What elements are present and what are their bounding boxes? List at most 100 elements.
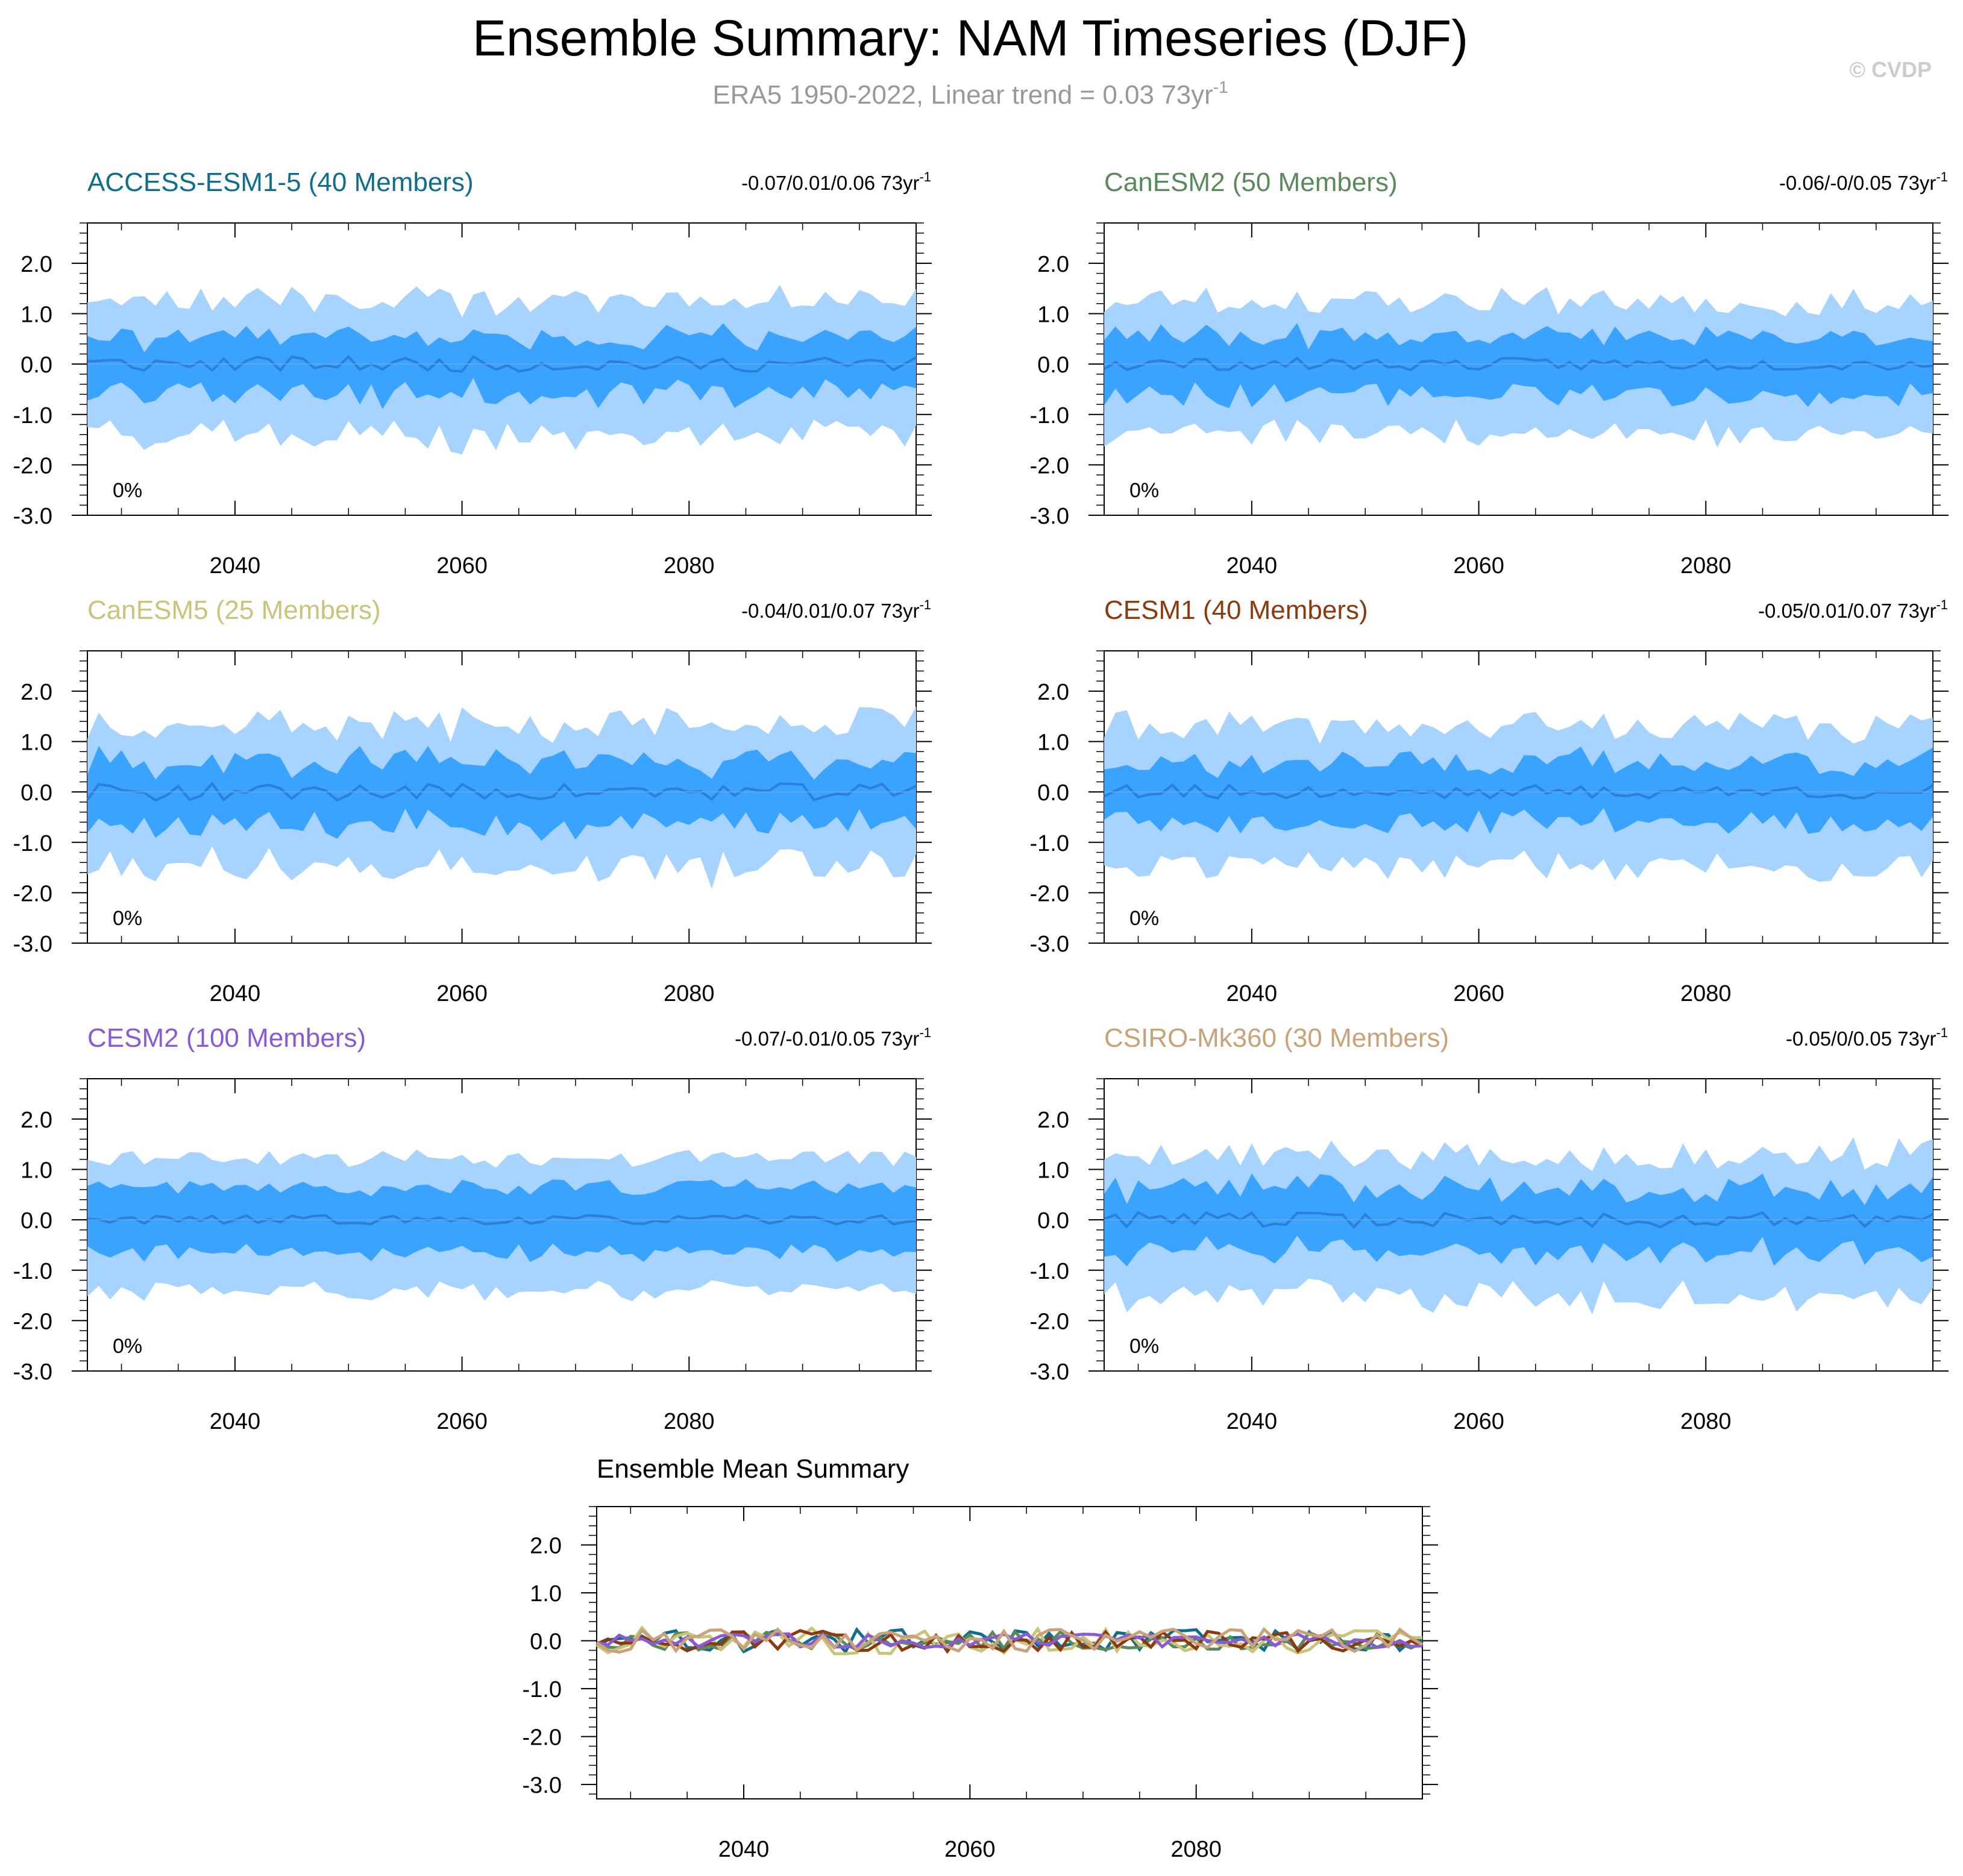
figure-title: Ensemble Summary: NAM Timeseries (DJF) [473, 10, 1468, 66]
panel-6-xtick-label: 2060 [1453, 1409, 1504, 1434]
panel-1-trend-sup: -1 [919, 169, 931, 184]
mean-summary-ytick-label: -3.0 [523, 1773, 562, 1798]
panel-2-trend-text: -0.06/-0/0.05 73yr [1779, 172, 1936, 194]
panel-3-ytick-label: -3.0 [13, 932, 52, 957]
panel-2-ytick-label: -3.0 [1030, 504, 1069, 529]
panel-6-ytick-label: -2.0 [1030, 1309, 1069, 1334]
panel-4-percent-label: 0% [1129, 907, 1159, 930]
mean-summary-line-cesm1 [595, 1629, 1424, 1654]
panel-5-ytick-label: 1.0 [20, 1158, 52, 1184]
panel-5-ytick-label: -2.0 [13, 1309, 52, 1334]
panel-1-trend: -0.07/0.01/0.06 73yr-1 [741, 169, 931, 194]
mean-summary-plot-frame [596, 1506, 1423, 1799]
panel-2-ytick-label: -2.0 [1030, 453, 1069, 478]
panel-5-ytick-label: 2.0 [20, 1108, 52, 1133]
panel-2-ytick-label: -1.0 [1030, 403, 1069, 428]
panel-2-ytick-label: 2.0 [1037, 252, 1069, 277]
panel-4-ytick-label: -1.0 [1030, 831, 1069, 856]
watermark: © CVDP [1849, 57, 1932, 82]
panel-2-ytick-label: 0.0 [1037, 353, 1069, 378]
mean-summary-ytick-label: -2.0 [523, 1725, 562, 1751]
panel-4-trend-sup: -1 [1936, 597, 1948, 612]
subtitle-main: ERA5 1950-2022, Linear trend = 0.03 73yr [712, 80, 1213, 110]
panel-3-ytick-label: 1.0 [20, 730, 52, 756]
panel-1-xtick-label: 2040 [210, 553, 261, 579]
mean-summary-ytick-label: 0.0 [530, 1630, 562, 1655]
panels-group: ACCESS-ESM1-5 (40 Members) -0.07/0.01/0.0… [13, 168, 1949, 1862]
panel-5-band-iqr [87, 1179, 916, 1263]
panel-4-ytick-label: 0.0 [1037, 780, 1069, 806]
panel-5: CESM2 (100 Members) -0.07/-0.01/0.05 73yr… [13, 1023, 932, 1434]
panel-2-mean-line [1103, 356, 1933, 372]
panel-6-mean-line [1104, 1211, 1933, 1229]
panel-5-trend-sup: -1 [919, 1025, 931, 1040]
panel-4-xtick-label: 2060 [1453, 981, 1504, 1006]
panel-1-xtick-label: 2080 [664, 553, 715, 579]
panel-2-xtick-label: 2080 [1680, 553, 1732, 579]
panel-5-xtick-label: 2040 [210, 1409, 261, 1434]
panel-3-xtick-label: 2080 [664, 981, 715, 1006]
panel-2-xtick-label: 2060 [1453, 553, 1504, 579]
panel-4-title: CESM1 (40 Members) [1104, 595, 1368, 625]
panel-3-xtick-label: 2040 [210, 981, 261, 1006]
panel-3-percent-label: 0% [113, 907, 142, 930]
panel-1-ytick-label: -1.0 [13, 403, 52, 428]
panel-5-xtick-label: 2060 [436, 1409, 488, 1434]
panel-4: CESM1 (40 Members) -0.05/0.01/0.07 73yr-1… [1030, 595, 1949, 1006]
panel-1-xtick-label: 2060 [436, 553, 488, 579]
panel-3-xtick-label: 2060 [436, 981, 488, 1006]
panel-4-ytick-label: 1.0 [1037, 730, 1069, 756]
panel-3-ytick-label: 0.0 [20, 780, 52, 806]
panel-4-xtick-label: 2080 [1680, 981, 1732, 1006]
panel-5-trend: -0.07/-0.01/0.05 73yr-1 [735, 1025, 931, 1050]
mean-summary-ytick-label: 2.0 [530, 1534, 562, 1559]
panel-2-ytick-label: 1.0 [1037, 303, 1069, 328]
panel-5-ytick-label: 0.0 [20, 1208, 52, 1234]
panel-1-trend-text: -0.07/0.01/0.06 73yr [741, 172, 919, 194]
panel-5-mean-line [87, 1214, 917, 1226]
panel-3-ytick-label: 2.0 [20, 680, 52, 705]
panel-2-trend-sup: -1 [1936, 169, 1948, 184]
panel-2-trend: -0.06/-0/0.05 73yr-1 [1779, 169, 1948, 194]
panel-6-ytick-label: -1.0 [1030, 1259, 1069, 1284]
mean-summary-ytick-label: -1.0 [523, 1677, 562, 1702]
panel-2-title: CanESM2 (50 Members) [1104, 168, 1398, 197]
panel-6: CSIRO-Mk360 (30 Members) -0.05/0/0.05 73y… [1030, 1023, 1949, 1434]
panel-5-percent-label: 0% [113, 1335, 142, 1358]
panel-4-band-iqr [1104, 746, 1933, 834]
panel-1-ytick-label: -3.0 [13, 504, 52, 529]
panel-4-xtick-label: 2040 [1226, 981, 1278, 1006]
panel-6-trend-sup: -1 [1936, 1025, 1948, 1040]
mean-summary-ytick-label: 1.0 [530, 1581, 562, 1607]
panel-3-trend-text: -0.04/0.01/0.07 73yr [741, 600, 919, 622]
panel-1-mean-line [87, 354, 917, 373]
panel-5-ytick-label: -3.0 [13, 1360, 52, 1385]
panel-3-ytick-label: -1.0 [13, 831, 52, 856]
panel-1-ytick-label: -2.0 [13, 453, 52, 478]
panel-5-trend-text: -0.07/-0.01/0.05 73yr [735, 1027, 919, 1050]
panel-6-ytick-label: 0.0 [1037, 1208, 1069, 1234]
panel-3-trend-sup: -1 [919, 597, 931, 612]
panel-6-trend: -0.05/0/0.05 73yr-1 [1786, 1025, 1948, 1050]
panel-1: ACCESS-ESM1-5 (40 Members) -0.07/0.01/0.0… [13, 168, 932, 579]
panel-5-ytick-label: -1.0 [13, 1259, 52, 1284]
panel-2-band-iqr [1104, 322, 1933, 409]
mean-summary-title: Ensemble Mean Summary [597, 1454, 909, 1484]
panel-6-title: CSIRO-Mk360 (30 Members) [1104, 1023, 1449, 1053]
mean-summary: Ensemble Mean Summary 2.0 1.0 0.0 -1.0 -2.0 -3… [523, 1454, 1438, 1862]
panel-6-ytick-label: 1.0 [1037, 1158, 1069, 1184]
mean-summary-xtick-label: 2060 [944, 1837, 996, 1862]
panel-1-title: ACCESS-ESM1-5 (40 Members) [87, 168, 474, 197]
panel-2-xtick-label: 2040 [1226, 553, 1278, 579]
panel-5-title: CESM2 (100 Members) [87, 1023, 366, 1053]
panel-1-ytick-label: 2.0 [20, 252, 52, 277]
panel-4-ytick-label: 2.0 [1037, 680, 1069, 705]
panel-3-ytick-label: -2.0 [13, 881, 52, 906]
mean-summary-line-csiro-mk360 [595, 1627, 1424, 1654]
panel-3-mean-line [86, 781, 917, 802]
panel-4-ytick-label: -2.0 [1030, 881, 1069, 906]
panel-6-ytick-label: -3.0 [1030, 1360, 1069, 1385]
subtitle-superscript: -1 [1213, 78, 1228, 96]
